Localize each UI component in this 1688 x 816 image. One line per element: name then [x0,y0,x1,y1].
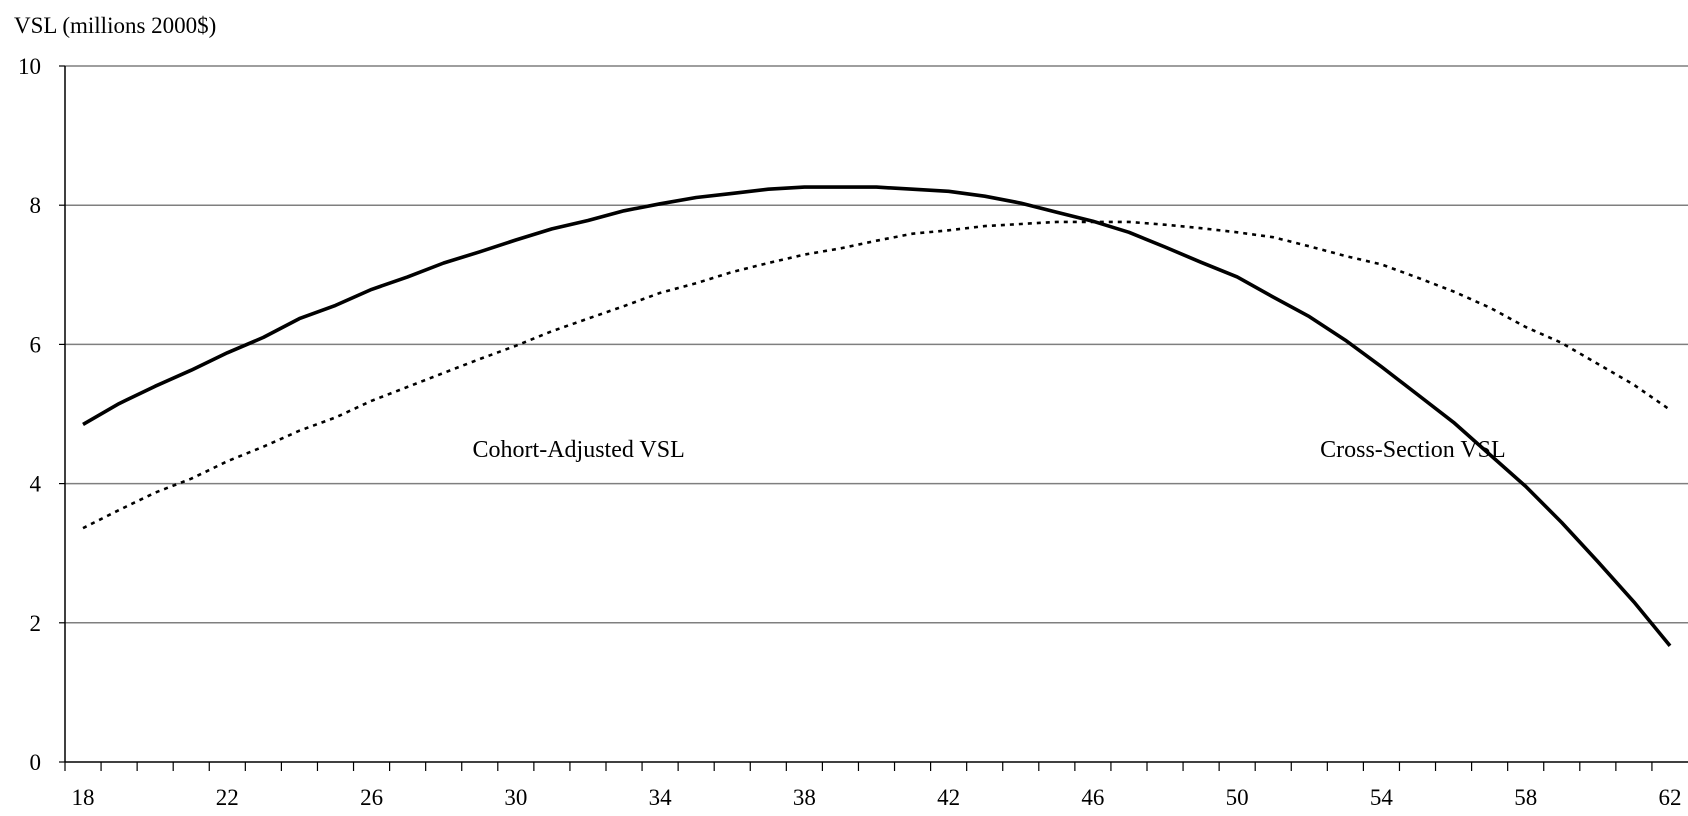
x-tick-label: 18 [72,785,95,810]
x-tick-label: 42 [937,785,960,810]
x-tick-label: 62 [1658,785,1681,810]
y-tick-label: 2 [30,611,42,636]
x-tick-label: 58 [1514,785,1537,810]
y-tick-label: 0 [30,750,42,775]
annotations: Cohort-Adjusted VSL Cross-Section VSL [473,437,1506,463]
series-line-dotted [82,220,1671,530]
axes [59,65,1688,771]
x-tick-label: 26 [360,785,383,810]
annotation-label: Cohort-Adjusted VSL [473,437,685,463]
y-axis-label: VSL (millions 2000$) [14,13,216,38]
y-tick-label: 6 [30,332,42,357]
x-tick-label: 30 [504,785,527,810]
x-tick-label: 50 [1226,785,1249,810]
series-line-solid [82,185,1672,647]
gridlines [65,65,1688,624]
y-tick-label: 10 [18,54,41,79]
x-tick-label: 54 [1370,785,1394,810]
series-lines [82,185,1672,647]
x-tick-label: 38 [793,785,816,810]
annotation-label: Cross-Section VSL [1320,437,1506,463]
x-tick-label: 46 [1081,785,1104,810]
y-tick-label: 4 [30,472,42,497]
x-tick-label: 34 [649,785,673,810]
y-tick-label: 8 [30,193,42,218]
x-tick-label: 22 [216,785,239,810]
